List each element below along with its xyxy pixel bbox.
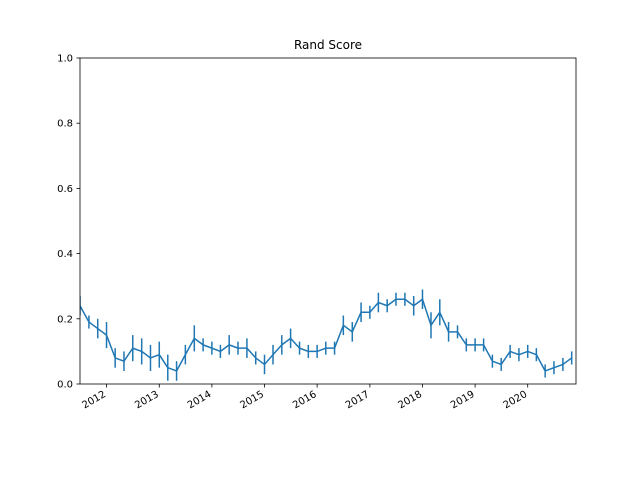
y-tick-label: 0.2 xyxy=(57,314,73,325)
axes-frame xyxy=(79,57,577,385)
y-tick-label: 0.8 xyxy=(57,119,73,130)
y-tick-label: 1.0 xyxy=(57,54,73,65)
y-tick-label: 0.0 xyxy=(57,380,73,391)
x-tick-label: 2013 xyxy=(133,389,161,411)
x-tick-label: 2020 xyxy=(502,389,530,411)
plot-area xyxy=(80,289,573,381)
x-tick-label: 2016 xyxy=(291,389,319,411)
y-tick-label: 0.4 xyxy=(57,249,73,260)
x-tick-label: 2015 xyxy=(238,389,266,411)
x-tick-label: 2012 xyxy=(80,389,108,411)
chart-title: Rand Score xyxy=(294,38,362,52)
x-tick-label: 2017 xyxy=(344,389,372,411)
x-tick-label: 2014 xyxy=(186,389,214,411)
series-line xyxy=(80,298,573,372)
x-axis: 2012 2013 2014 2015 2016 2017 2018 2019 2020 xyxy=(80,384,529,411)
y-tick-label: 0.6 xyxy=(57,184,73,195)
x-tick-label: 2019 xyxy=(449,389,477,411)
x-tick-label: 2018 xyxy=(396,389,424,411)
y-axis: 0.0 0.2 0.4 0.6 0.8 1.0 xyxy=(57,54,80,391)
